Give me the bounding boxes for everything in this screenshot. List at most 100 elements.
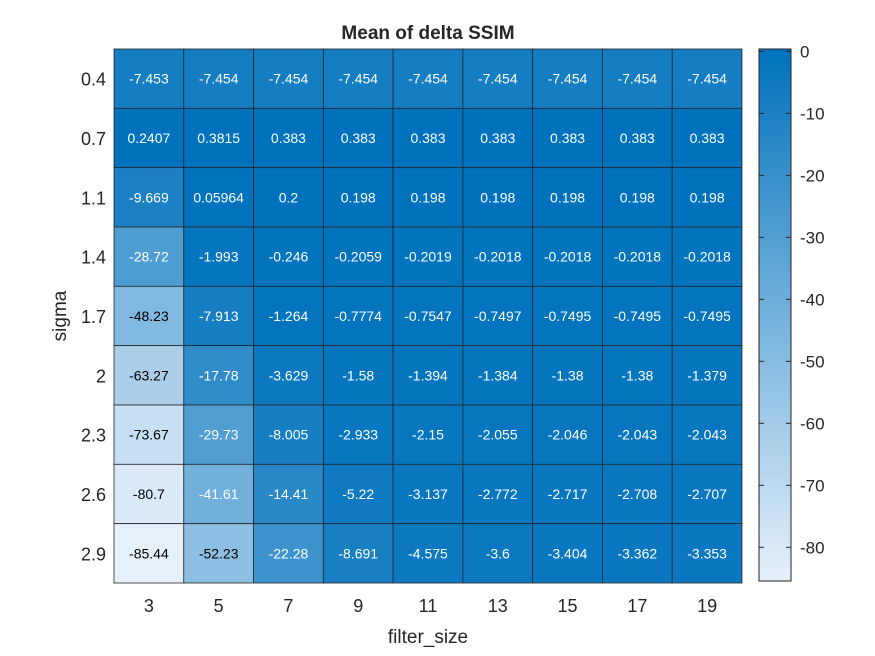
heatmap-cell — [462, 463, 534, 525]
heatmap-cell — [253, 463, 324, 525]
cell-value-label: 0.198 — [480, 189, 515, 205]
cell-value-label: -2.707 — [687, 486, 727, 502]
cell-value-label: 0.383 — [341, 130, 376, 146]
cell-value-label: -0.2018 — [683, 249, 731, 265]
cell-value-label: -0.7774 — [334, 308, 382, 324]
heatmap-cell — [113, 285, 185, 347]
cell-value-label: -5.22 — [342, 486, 374, 502]
cell-value-label: 0.3815 — [197, 130, 240, 146]
heatmap-cell — [183, 523, 254, 584]
cell-value-label: -28.72 — [129, 249, 169, 265]
heatmap-cell — [253, 167, 324, 228]
heatmap-cell — [183, 404, 254, 465]
x-tick-label: 5 — [214, 596, 224, 616]
cell-value-label: -0.7495 — [614, 308, 662, 324]
x-tick-label: 15 — [558, 596, 578, 616]
heatmap-cell — [322, 345, 394, 406]
colorbar-tick-label: -30 — [800, 228, 825, 247]
cell-value-label: -3.137 — [408, 486, 448, 502]
y-tick-label: 0.4 — [81, 70, 106, 90]
cell-value-label: -4.575 — [408, 545, 448, 561]
cell-value-label: -7.454 — [199, 71, 239, 87]
cell-value-label: -85.44 — [129, 545, 169, 561]
cell-value-label: -2.708 — [617, 486, 657, 502]
heatmap-cell — [671, 285, 743, 347]
heatmap-cell — [671, 463, 743, 525]
heatmap-cell — [113, 107, 185, 169]
heatmap-cell — [322, 523, 394, 584]
heatmap-cell — [602, 345, 673, 406]
cell-value-label: 0.383 — [690, 130, 725, 146]
heatmap-cell — [253, 285, 324, 347]
cell-value-label: -0.7547 — [404, 308, 452, 324]
heatmap-cell — [253, 345, 324, 406]
x-tick-label: 9 — [353, 596, 363, 616]
cell-value-label: -0.2018 — [474, 249, 522, 265]
colorbar-tick-label: -20 — [800, 166, 825, 185]
cell-value-label: -2.055 — [478, 427, 518, 443]
cell-value-label: -22.28 — [269, 545, 309, 561]
cell-value-label: 0.05964 — [193, 189, 244, 205]
y-tick-labels: 0.4 0.7 1.1 1.4 1.7 2 2.3 2.6 2.9 — [81, 70, 106, 565]
cell-value-label: 0.198 — [620, 189, 655, 205]
x-tick-label: 19 — [697, 596, 717, 616]
cell-value-label: -1.379 — [687, 367, 727, 383]
cell-value-label: -73.67 — [129, 427, 169, 443]
heatmap-cell — [671, 523, 743, 584]
x-tick-label: 3 — [144, 596, 154, 616]
cell-value-label: 0.383 — [620, 130, 655, 146]
heatmap-cell — [532, 523, 603, 584]
heatmap-cell — [322, 285, 394, 347]
cell-value-label: -7.454 — [617, 71, 657, 87]
heatmap-cell — [113, 345, 185, 406]
heatmap-cell — [671, 226, 743, 287]
heatmap-cell — [462, 345, 534, 406]
cell-value-label: -48.23 — [129, 308, 169, 324]
heatmap-cell — [392, 345, 464, 406]
heatmap-cell — [113, 226, 185, 287]
cell-value-label: 0.2407 — [127, 130, 170, 146]
cell-value-label: -2.15 — [412, 427, 444, 443]
cell-value-label: -7.454 — [269, 71, 309, 87]
cell-value-label: -1.38 — [621, 367, 653, 383]
heatmap-cell — [532, 167, 603, 228]
cell-value-label: 0.383 — [410, 130, 445, 146]
cell-value-label: -2.046 — [548, 427, 588, 443]
heatmap-cell — [532, 107, 603, 169]
heatmap-cell — [322, 48, 394, 109]
cell-value-label: -2.043 — [687, 427, 727, 443]
y-tick-label: 1.1 — [81, 188, 106, 208]
heatmap-cell — [392, 404, 464, 465]
cell-value-label: 0.198 — [341, 189, 376, 205]
heatmap-cell — [462, 48, 534, 109]
heatmap-cells: -7.453 -7.454 -7.454 -7.454 -7.454 -7.454 -7.4… — [113, 48, 743, 584]
heatmap-cell — [183, 226, 254, 287]
heatmap-cell — [253, 48, 324, 109]
cell-value-label: -0.7495 — [683, 308, 731, 324]
cell-value-label: -7.913 — [199, 308, 239, 324]
heatmap-cell — [392, 167, 464, 228]
cell-value-label: -52.23 — [199, 545, 239, 561]
cell-value-label: -1.384 — [478, 367, 518, 383]
cell-value-label: -2.772 — [478, 486, 518, 502]
heatmap-cell — [322, 226, 394, 287]
heatmap-cell — [602, 48, 673, 109]
cell-value-label: -7.454 — [478, 71, 518, 87]
x-tick-label: 7 — [283, 596, 293, 616]
heatmap-cell — [392, 107, 464, 169]
colorbar-tick-label: -60 — [800, 414, 825, 433]
cell-value-label: -0.246 — [269, 249, 309, 265]
cell-value-label: -2.043 — [617, 427, 657, 443]
cell-value-label: -0.2019 — [404, 249, 452, 265]
heatmap-cell — [392, 48, 464, 109]
heatmap-cell — [322, 107, 394, 169]
x-axis-label: filter_size — [388, 627, 468, 648]
y-tick-label: 1.4 — [81, 248, 106, 268]
heatmap-cell — [322, 167, 394, 228]
heatmap-cell — [183, 48, 254, 109]
cell-value-label: -7.454 — [408, 71, 448, 87]
cell-value-label: -7.454 — [687, 71, 727, 87]
cell-value-label: -0.7497 — [474, 308, 522, 324]
x-tick-label: 17 — [627, 596, 647, 616]
